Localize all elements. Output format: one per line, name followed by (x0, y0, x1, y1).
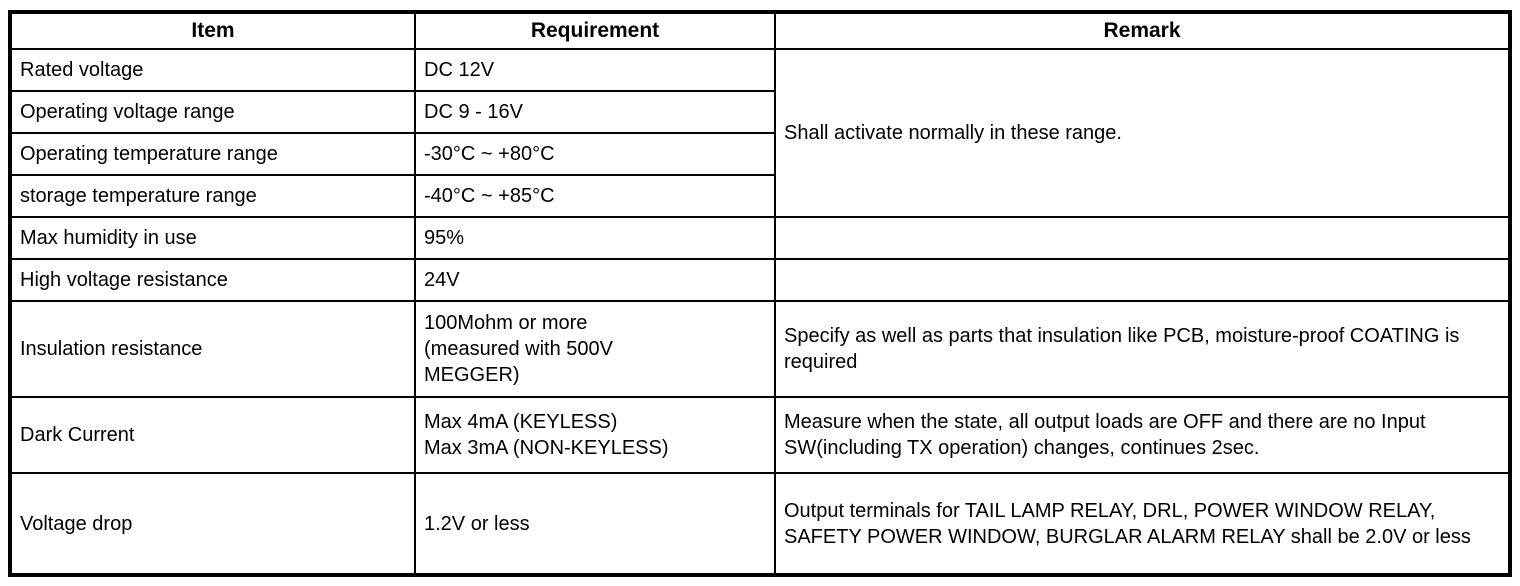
requirement-cell: 95% (414, 216, 776, 260)
requirement-cell: 100Mohm or more (measured with 500V MEGG… (414, 300, 776, 398)
item-cell: storage temperature range (9, 174, 416, 218)
requirement-cell: DC 9 - 16V (414, 90, 776, 134)
item-cell: Operating temperature range (9, 132, 416, 176)
table-row: Operating voltage range DC 9 - 16V (9, 90, 1510, 134)
remark-cell: Measure when the state, all output loads… (774, 396, 1511, 474)
table-row: High voltage resistance 24V (9, 258, 1511, 302)
table-row: Rated voltage DC 12V Shall activate norm… (9, 48, 1511, 218)
remark-cell: Specify as well as parts that insulation… (774, 300, 1511, 398)
spec-table: Item Requirement Remark Rated voltage DC… (8, 10, 1512, 577)
table-row: Insulation resistance 100Mohm or more (m… (9, 300, 1511, 398)
table-row: storage temperature range -40°C ~ +85°C (9, 174, 1510, 218)
header-remark: Remark (774, 11, 1511, 50)
item-cell: Voltage drop (9, 472, 416, 576)
requirement-cell: -40°C ~ +85°C (414, 174, 776, 218)
remark-cell (774, 258, 1511, 302)
requirement-cell: -30°C ~ +80°C (414, 132, 776, 176)
item-cell: Dark Current (9, 396, 416, 474)
remark-cell (774, 216, 1511, 260)
table-row: Operating temperature range -30°C ~ +80°… (9, 132, 1510, 176)
remark-cell: Output terminals for TAIL LAMP RELAY, DR… (774, 472, 1511, 576)
requirement-cell: Max 4mA (KEYLESS) Max 3mA (NON-KEYLESS) (414, 396, 776, 474)
header-item: Item (9, 11, 416, 50)
spec-table-header: Item Requirement Remark (9, 11, 1511, 50)
item-cell: Rated voltage (9, 48, 416, 92)
header-requirement: Requirement (414, 11, 776, 50)
header-row: Item Requirement Remark (9, 11, 1511, 50)
table-row: Dark Current Max 4mA (KEYLESS) Max 3mA (… (9, 396, 1511, 474)
requirement-cell: 24V (414, 258, 776, 302)
remark-cell-merged: Shall activate normally in these range. (774, 48, 1511, 218)
item-cell: Insulation resistance (9, 300, 416, 398)
requirement-cell: 1.2V or less (414, 472, 776, 576)
table-row: Voltage drop 1.2V or less Output termina… (9, 472, 1511, 576)
table-row: Max humidity in use 95% (9, 216, 1511, 260)
item-cell: Operating voltage range (9, 90, 416, 134)
item-cell: Max humidity in use (9, 216, 416, 260)
item-cell: High voltage resistance (9, 258, 416, 302)
requirement-cell: DC 12V (414, 48, 776, 92)
spec-table-body: Rated voltage DC 12V Shall activate norm… (9, 48, 1511, 576)
